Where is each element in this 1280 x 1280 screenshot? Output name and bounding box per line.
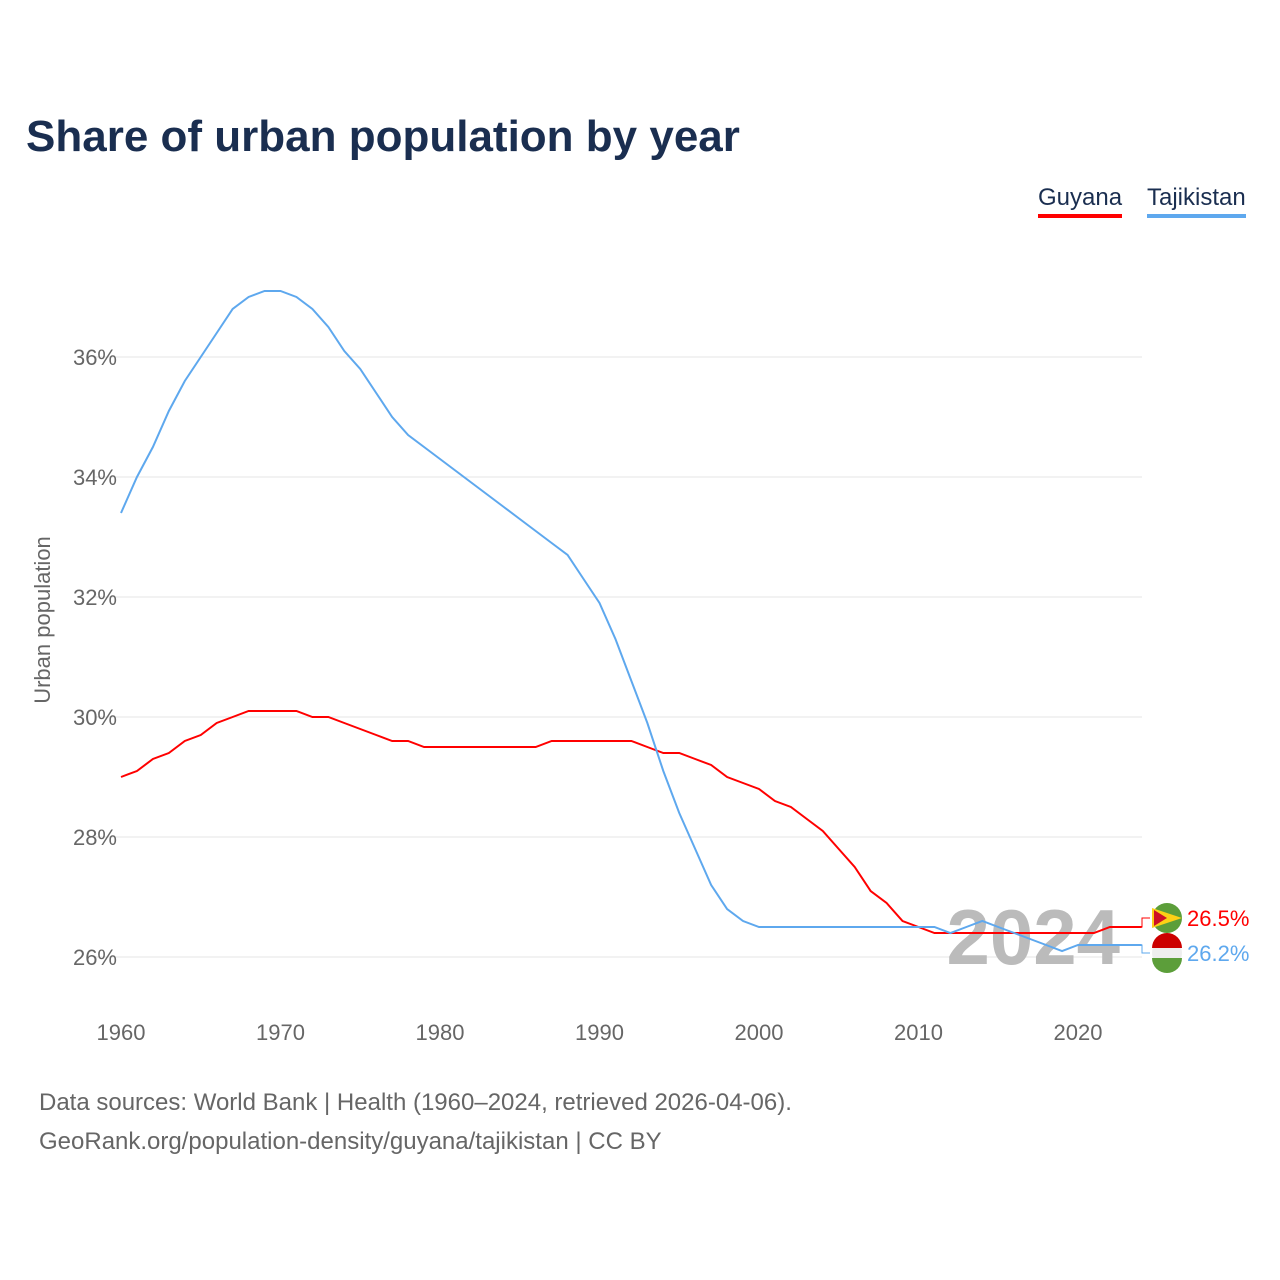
x-tick-label: 2010 (894, 1020, 943, 1045)
year-watermark: 2024 (946, 893, 1120, 981)
source-link[interactable]: GeoRank.org/population-density/guyana/ta… (39, 1128, 662, 1155)
legend-guyana[interactable]: Guyana (1038, 184, 1123, 218)
y-tick-label: 36% (73, 345, 117, 370)
x-tick-label: 1970 (256, 1020, 305, 1045)
end-connector (1141, 944, 1150, 954)
x-tick-label: 2020 (1054, 1020, 1103, 1045)
flag-detail (1152, 958, 1182, 973)
chart-title: Share of urban population by year (26, 112, 740, 161)
series-line-tajikistan (120, 290, 1142, 953)
series-line-guyana (120, 710, 1142, 934)
flag-detail (1154, 910, 1167, 926)
x-tick-label: 1980 (416, 1020, 465, 1045)
legend-tajikistan[interactable]: Tajikistan (1147, 184, 1246, 218)
end-connector (1141, 917, 1150, 928)
y-tick-label: 30% (73, 705, 117, 730)
y-tick-label: 26% (73, 945, 117, 970)
x-tick-label: 1960 (97, 1020, 146, 1045)
end-value-label: 26.5% (1187, 906, 1249, 931)
source-note: Data sources: World Bank | Health (1960–… (39, 1089, 792, 1116)
x-tick-label: 2000 (735, 1020, 784, 1045)
flag-detail (1152, 933, 1182, 948)
y-axis-label: Urban population (30, 536, 55, 704)
y-tick-label: 34% (73, 465, 117, 490)
y-tick-label: 28% (73, 825, 117, 850)
x-tick-label: 1990 (575, 1020, 624, 1045)
y-tick-label: 32% (73, 585, 117, 610)
end-value-label: 26.2% (1187, 941, 1249, 966)
